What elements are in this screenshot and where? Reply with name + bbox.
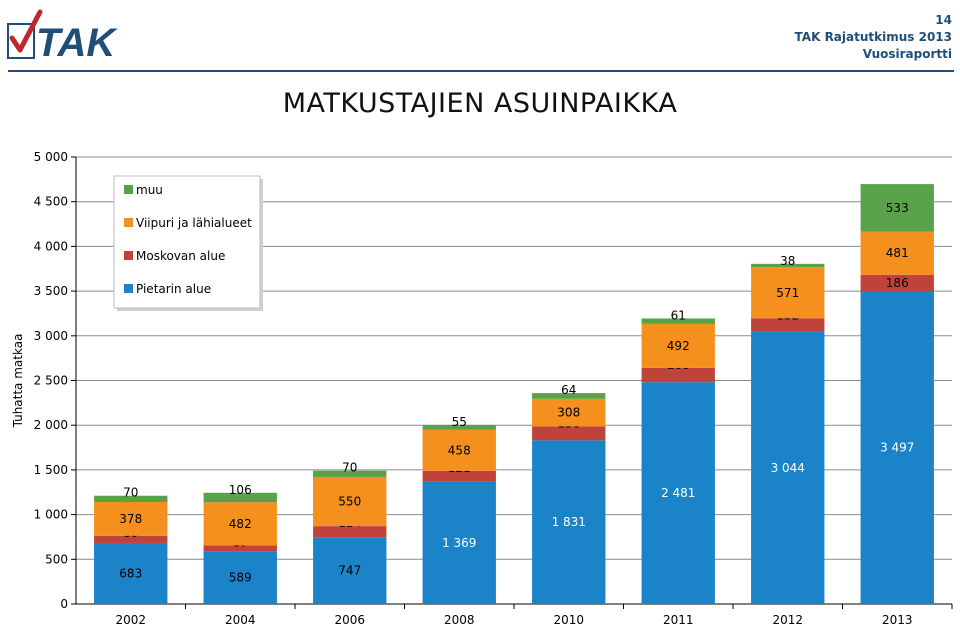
legend-entry: muu <box>136 183 163 197</box>
data-label: 2 481 <box>661 486 695 500</box>
data-label: 492 <box>667 339 690 353</box>
bar-2008-series-0 <box>422 481 496 604</box>
bar-2010-series-0 <box>532 440 606 604</box>
bar-2002-series-2 <box>94 501 168 536</box>
bar-2011-series-3 <box>641 318 715 324</box>
bar-2004-series-1 <box>203 545 277 552</box>
header-rule <box>8 70 954 72</box>
bar-2002-series-1 <box>94 535 168 543</box>
x-tick-label: 2006 <box>334 613 365 627</box>
data-label: 308 <box>557 406 580 420</box>
x-tick-label: 2002 <box>115 613 146 627</box>
bar-2013-series-3 <box>860 184 934 232</box>
report-title: TAK Rajatutkimus 2013 <box>794 30 952 44</box>
data-label: 589 <box>229 571 252 585</box>
bar-2012-series-1 <box>751 318 825 332</box>
legend-swatch <box>124 185 133 194</box>
bar-2013-series-1 <box>860 274 934 292</box>
y-tick-label: 4 000 <box>34 239 68 253</box>
y-axis-label: Tuhatta matkaa <box>11 334 25 429</box>
bar-2002-series-3 <box>94 495 168 502</box>
y-tick-label: 0 <box>60 597 68 611</box>
bar-2010-series-1 <box>532 426 606 441</box>
bar-2004-series-0 <box>203 551 277 604</box>
bar-2006-series-0 <box>313 537 387 604</box>
x-tick-label: 2008 <box>444 613 475 627</box>
x-tick-label: 2012 <box>772 613 803 627</box>
data-label: 1 369 <box>442 536 476 550</box>
x-tick-label: 2011 <box>663 613 694 627</box>
data-label: 482 <box>229 517 252 531</box>
tak-logo: TAK <box>7 9 118 64</box>
data-label: 38 <box>780 254 795 268</box>
y-tick-label: 3 500 <box>34 284 68 298</box>
x-tick-label: 2010 <box>553 613 584 627</box>
legend-swatch <box>124 284 133 293</box>
bar-2012-series-3 <box>751 263 825 268</box>
data-label: 70 <box>342 461 357 475</box>
data-label: 533 <box>886 201 909 215</box>
bar-2006-series-3 <box>313 470 387 477</box>
bar-2011-series-0 <box>641 382 715 604</box>
data-label: 3 497 <box>880 441 914 455</box>
y-tick-label: 2 000 <box>34 418 68 432</box>
data-label: 106 <box>229 483 252 497</box>
bar-2008-series-1 <box>422 470 496 482</box>
bar-2006-series-1 <box>313 526 387 538</box>
legend-box <box>113 175 261 309</box>
y-tick-label: 4 500 <box>34 195 68 209</box>
data-label: 458 <box>448 443 471 457</box>
bar-2008-series-2 <box>422 429 496 471</box>
data-label: 70 <box>123 486 138 500</box>
y-tick-label: 2 500 <box>34 374 68 388</box>
report-subtitle: Vuosiraportti <box>862 47 952 61</box>
legend-swatch <box>124 218 133 227</box>
y-tick-label: 1 500 <box>34 463 68 477</box>
page-number: 14 <box>935 13 952 27</box>
bar-2004-series-2 <box>203 502 277 546</box>
data-label: 55 <box>452 415 467 429</box>
bar-2004-series-3 <box>203 492 277 503</box>
y-tick-label: 1 000 <box>34 508 68 522</box>
bar-2012-series-0 <box>751 331 825 604</box>
bar-2013-series-2 <box>860 231 934 275</box>
bar-2010-series-3 <box>532 393 606 399</box>
bar-2006-series-2 <box>313 476 387 527</box>
x-tick-label: 2013 <box>882 613 913 627</box>
page-header: TAK 14 TAK Rajatutkimus 2013 Vuosiraport… <box>0 0 960 78</box>
y-tick-label: 3 000 <box>34 329 68 343</box>
bar-2010-series-2 <box>532 398 606 427</box>
y-tick-label: 5 000 <box>34 150 68 164</box>
bar-2012-series-2 <box>751 267 825 319</box>
data-label: 747 <box>338 564 361 578</box>
data-label: 186 <box>886 276 909 290</box>
data-label: 64 <box>561 383 576 397</box>
x-tick-label: 2004 <box>225 613 256 627</box>
y-tick-label: 500 <box>45 552 68 566</box>
chart-title: MATKUSTAJIEN ASUINPAIKKA <box>282 88 678 119</box>
bar-2002-series-0 <box>94 542 168 604</box>
legend-entry: Pietarin alue <box>136 282 211 296</box>
legend-entry: Viipuri ja lähialueet <box>136 216 252 230</box>
data-label: 378 <box>119 512 142 526</box>
data-label: 683 <box>119 566 142 580</box>
header-info: 14 TAK Rajatutkimus 2013 Vuosiraportti <box>795 12 952 63</box>
data-label: 1 831 <box>552 515 586 529</box>
data-label: 3 044 <box>771 461 805 475</box>
bar-2011-series-1 <box>641 367 715 383</box>
data-label: 61 <box>671 308 686 322</box>
bar-2013-series-0 <box>860 291 934 604</box>
data-label: 571 <box>776 286 799 300</box>
data-label: 481 <box>886 246 909 260</box>
data-label: 550 <box>338 495 361 509</box>
bar-2011-series-2 <box>641 323 715 368</box>
svg-text:TAK: TAK <box>36 21 118 64</box>
bar-2008-series-3 <box>422 424 496 430</box>
legend-swatch <box>124 251 133 260</box>
legend-entry: Moskovan alue <box>136 249 225 263</box>
